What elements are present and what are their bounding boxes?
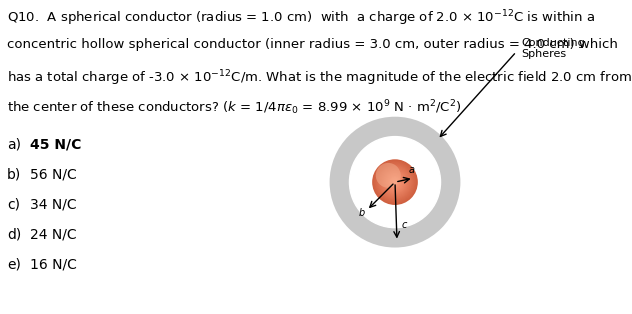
Text: 16 N/C: 16 N/C bbox=[30, 258, 77, 272]
Text: c: c bbox=[402, 220, 408, 230]
Text: 34 N/C: 34 N/C bbox=[30, 198, 76, 212]
Circle shape bbox=[377, 165, 413, 200]
Text: e): e) bbox=[7, 258, 21, 272]
Text: 24 N/C: 24 N/C bbox=[30, 228, 76, 242]
Circle shape bbox=[389, 176, 401, 188]
Circle shape bbox=[387, 174, 403, 190]
Text: a: a bbox=[408, 165, 415, 175]
Circle shape bbox=[376, 163, 401, 188]
Circle shape bbox=[349, 137, 441, 228]
Text: c): c) bbox=[7, 198, 20, 212]
Text: Conducting
Spheres: Conducting Spheres bbox=[521, 38, 585, 59]
Text: d): d) bbox=[7, 228, 21, 242]
Circle shape bbox=[378, 165, 412, 199]
Circle shape bbox=[384, 171, 406, 193]
Circle shape bbox=[374, 161, 416, 203]
Circle shape bbox=[383, 170, 407, 194]
Circle shape bbox=[393, 180, 397, 184]
Circle shape bbox=[372, 159, 418, 205]
Text: 56 N/C: 56 N/C bbox=[30, 168, 76, 182]
Circle shape bbox=[391, 178, 399, 186]
Circle shape bbox=[382, 169, 408, 195]
Circle shape bbox=[379, 166, 411, 198]
Circle shape bbox=[384, 171, 406, 194]
Circle shape bbox=[392, 179, 398, 185]
Circle shape bbox=[390, 177, 400, 187]
Circle shape bbox=[380, 168, 410, 197]
Circle shape bbox=[392, 180, 398, 185]
Text: b): b) bbox=[7, 168, 21, 182]
Circle shape bbox=[377, 164, 413, 200]
Circle shape bbox=[386, 173, 404, 192]
Circle shape bbox=[394, 181, 396, 183]
Text: the center of these conductors? ($k$ = 1/4$\pi\varepsilon_0$ = 8.99 × 10$^9$ N ·: the center of these conductors? ($k$ = 1… bbox=[7, 98, 461, 117]
Circle shape bbox=[331, 118, 459, 246]
Circle shape bbox=[375, 162, 415, 202]
Circle shape bbox=[381, 168, 409, 196]
Circle shape bbox=[387, 174, 403, 191]
Circle shape bbox=[374, 161, 416, 203]
Circle shape bbox=[388, 175, 402, 189]
Text: 45 N/C: 45 N/C bbox=[30, 138, 82, 152]
Circle shape bbox=[385, 172, 405, 192]
Circle shape bbox=[389, 176, 401, 188]
Text: concentric hollow spherical conductor (inner radius = 3.0 cm, outer radius = 4.0: concentric hollow spherical conductor (i… bbox=[7, 38, 618, 51]
Text: Q10.  A spherical conductor (radius = 1.0 cm)  with  a charge of 2.0 × 10$^{-12}: Q10. A spherical conductor (radius = 1.0… bbox=[7, 8, 595, 28]
Text: has a total charge of -3.0 × 10$^{-12}$C/m. What is the magnitude of the electri: has a total charge of -3.0 × 10$^{-12}$C… bbox=[7, 68, 632, 88]
Circle shape bbox=[373, 160, 417, 204]
Text: a): a) bbox=[7, 138, 21, 152]
Circle shape bbox=[380, 167, 410, 198]
Text: b: b bbox=[358, 208, 365, 218]
Circle shape bbox=[376, 163, 414, 201]
